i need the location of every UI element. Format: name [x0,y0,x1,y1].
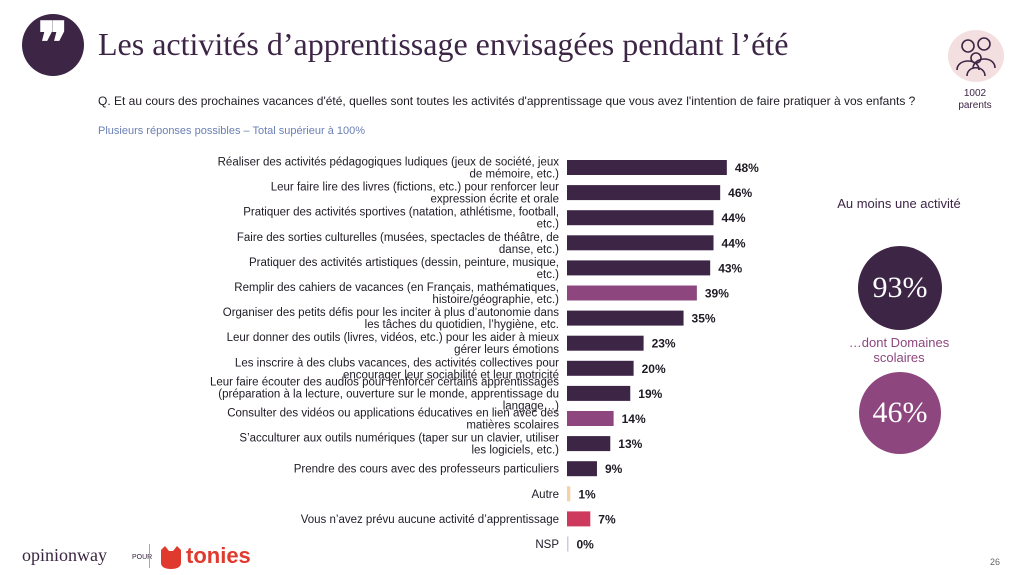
category-label: NSP [535,539,559,551]
quote-logo-icon: ❞ [22,12,84,76]
bar [567,461,597,477]
school-label: …dont Domaines scolaires [848,335,950,365]
at-least-one-label: Au moins une activité [837,196,961,211]
tonies-logo: tonies [186,543,251,568]
category-label: Consulter des vidéos ou applications édu… [227,408,559,432]
survey-note: Plusieurs réponses possibles – Total sup… [98,125,366,137]
bar [567,210,714,226]
value-label: 0% [577,538,595,552]
sample-size-label: 1002 parents [958,88,992,111]
value-label: 1% [578,487,596,501]
bar [567,360,634,376]
footer-divider [149,544,150,568]
value-label: 9% [605,462,623,476]
footer-pour: POUR [132,554,153,561]
category-label: Réaliser des activités pédagogiques ludi… [218,157,560,181]
value-label: 13% [618,437,642,451]
bar [567,511,591,527]
value-label: 7% [598,512,616,526]
value-label: 48% [735,161,759,175]
bar [567,285,697,301]
bar [567,235,714,251]
category-label: Les inscrire à des clubs vacances, des a… [235,357,559,381]
value-label: 44% [722,236,746,250]
value-label: 43% [718,261,742,275]
bar [567,385,631,401]
value-label: 44% [722,211,746,225]
category-label: S’acculturer aux outils numériques (tape… [239,433,559,457]
at-least-one-circle: 93% [858,246,942,330]
category-label: Pratiquer des activités artistiques (des… [249,257,559,281]
page-title: Les activités d’apprentissage envisagées… [98,26,789,62]
category-label: Organiser des petits défis pour les inci… [223,307,559,331]
category-label: Autre [532,489,560,501]
tonies-icon [161,546,181,569]
category-label: Remplir des cahiers de vacances (en Fran… [234,282,559,306]
opinionway-logo: opinionway [22,545,107,565]
bar [567,185,721,201]
category-label: Leur faire écouter des audios pour renfo… [210,376,559,412]
value-label: 35% [692,312,716,326]
value-label: 46% [728,186,752,200]
value-label: 19% [638,387,662,401]
bar [567,335,644,351]
horizontal-bar-chart: Réaliser des activités pédagogiques ludi… [210,157,759,552]
value-label: 23% [652,337,676,351]
value-label: 39% [705,287,729,301]
category-label: Vous n’avez prévu aucune activité d’appr… [301,514,559,526]
bar [567,486,571,502]
bar [567,536,569,552]
category-label: Pratiquer des activités sportives (natat… [243,207,559,231]
school-circle: 46% [859,372,941,454]
bar [567,436,611,452]
bar [567,260,711,276]
at-least-one-value: 93% [872,271,928,304]
category-label: Leur donner des outils (livres, vidéos, … [227,332,560,356]
page-number: 26 [990,557,1001,567]
bar [567,411,614,426]
bar [567,310,684,326]
bar [567,160,727,175]
category-label: Leur faire lire des livres (fictions, et… [271,182,559,206]
value-label: 14% [622,412,646,426]
category-label: Prendre des cours avec des professeurs p… [294,464,560,476]
family-icon [948,30,1004,82]
survey-question: Q. Et au cours des prochaines vacances d… [98,94,916,108]
category-label: Faire des sorties culturelles (musées, s… [237,232,559,256]
school-value: 46% [872,396,928,429]
value-label: 20% [642,362,666,376]
